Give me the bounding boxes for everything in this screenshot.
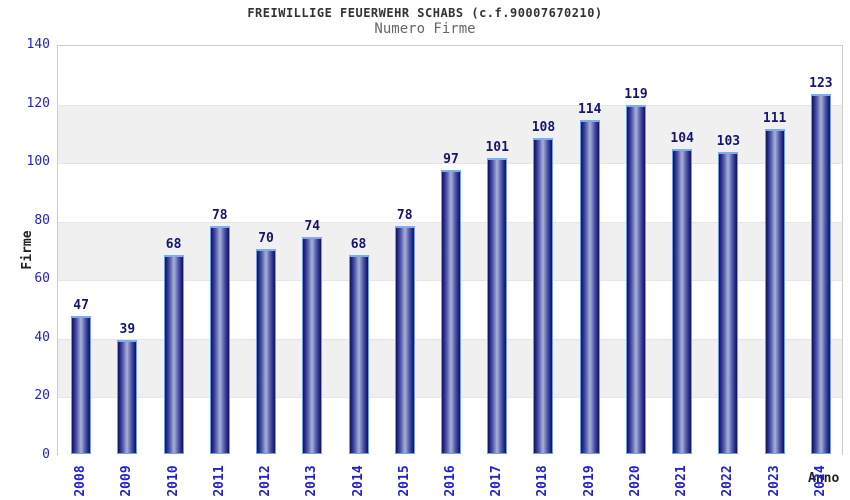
- y-tick-label: 20: [34, 388, 50, 404]
- value-label-2012: 70: [258, 231, 274, 246]
- x-tick-label-2013: 2013: [303, 465, 319, 497]
- value-label-2019: 114: [577, 102, 602, 117]
- value-label-2015: 78: [396, 208, 413, 223]
- y-tick-label: 120: [26, 95, 50, 111]
- x-tick-label-2009: 2009: [118, 465, 134, 497]
- x-tick-label-2014: 2014: [350, 465, 366, 497]
- y-axis-title: Firme: [19, 230, 35, 270]
- value-label-2010: 68: [165, 237, 182, 252]
- y-tick-label: 60: [34, 271, 50, 287]
- bar-2020: [625, 105, 646, 454]
- y-tick-label: 100: [26, 154, 50, 170]
- x-axis-title: Anno: [808, 471, 840, 486]
- x-tick-label-2008: 2008: [72, 465, 88, 497]
- grid-band: [58, 46, 842, 105]
- bar-2021: [672, 149, 693, 454]
- value-label-2021: 104: [670, 131, 694, 146]
- bar-2018: [533, 138, 554, 454]
- x-tick-label-2011: 2011: [211, 465, 227, 497]
- bar-2024: [810, 94, 831, 454]
- value-label-2024: 123: [809, 76, 833, 91]
- bar-2019: [579, 120, 600, 454]
- x-tick-label-2017: 2017: [488, 465, 504, 497]
- y-tick-label: 40: [34, 329, 50, 345]
- value-label-2023: 111: [762, 111, 787, 126]
- grid-band: [58, 104, 842, 164]
- y-tick-label: 0: [42, 447, 50, 462]
- bar-2022: [718, 152, 739, 454]
- x-tick-label-2023: 2023: [766, 465, 782, 497]
- plot-area: 47 39 68 78 70 74 68 78 97 101 108 114 119 104 103 111 1…: [57, 45, 843, 456]
- value-label-2022: 103: [716, 134, 741, 149]
- bar-2011: [209, 226, 230, 454]
- value-label-2018: 108: [531, 120, 556, 135]
- bar-2016: [441, 170, 461, 454]
- x-tick-label-2010: 2010: [165, 465, 181, 497]
- bar-2009: [117, 340, 138, 454]
- value-label-2009: 39: [119, 322, 136, 337]
- x-tick-label-2020: 2020: [627, 465, 643, 497]
- chart-subtitle: Numero Firme: [374, 21, 476, 37]
- bar-2015: [394, 226, 415, 454]
- value-label-2014: 68: [350, 237, 367, 252]
- y-tick-label: 140: [26, 37, 50, 52]
- bar-2013: [302, 237, 323, 454]
- value-label-2008: 47: [73, 298, 89, 313]
- value-label-2016: 97: [443, 152, 459, 167]
- value-label-2017: 101: [485, 140, 509, 155]
- bar-2023: [764, 129, 785, 454]
- y-tick-label: 80: [34, 212, 50, 228]
- bar-2012: [256, 249, 277, 454]
- value-label-2011: 78: [211, 208, 228, 223]
- value-label-2013: 74: [304, 219, 321, 234]
- bar-2014: [348, 255, 369, 454]
- bar-2017: [487, 158, 508, 454]
- bar-2010: [163, 255, 184, 454]
- x-tick-label-2022: 2022: [719, 465, 735, 497]
- x-tick-label-2024: 2024: [812, 465, 828, 497]
- x-tick-label-2018: 2018: [534, 465, 550, 497]
- x-tick-label-2015: 2015: [396, 465, 412, 497]
- value-label-2020: 119: [624, 87, 648, 102]
- x-tick-label-2019: 2019: [581, 465, 597, 497]
- x-tick-label-2021: 2021: [673, 465, 689, 497]
- x-tick-label-2012: 2012: [257, 465, 273, 497]
- x-tick-label-2016: 2016: [442, 465, 458, 497]
- chart-title: FREIWILLIGE FEUERWEHR SCHABS (c.f.900076…: [247, 6, 603, 20]
- bar-2008: [71, 316, 92, 454]
